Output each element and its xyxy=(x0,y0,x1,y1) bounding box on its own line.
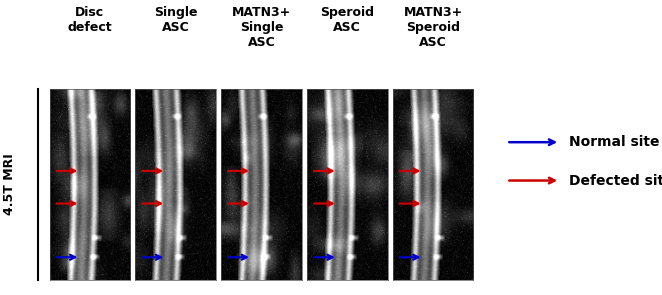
Text: Normal site: Normal site xyxy=(569,135,660,149)
Text: Speroid
ASC: Speroid ASC xyxy=(320,6,374,34)
Text: 4.5T MRI: 4.5T MRI xyxy=(3,153,17,215)
Text: MATN3+
Single
ASC: MATN3+ Single ASC xyxy=(232,6,291,49)
Text: Disc
defect: Disc defect xyxy=(68,6,113,34)
Text: Defected site: Defected site xyxy=(569,173,662,188)
Text: MATN3+
Speroid
ASC: MATN3+ Speroid ASC xyxy=(403,6,463,49)
Text: Single
ASC: Single ASC xyxy=(154,6,197,34)
